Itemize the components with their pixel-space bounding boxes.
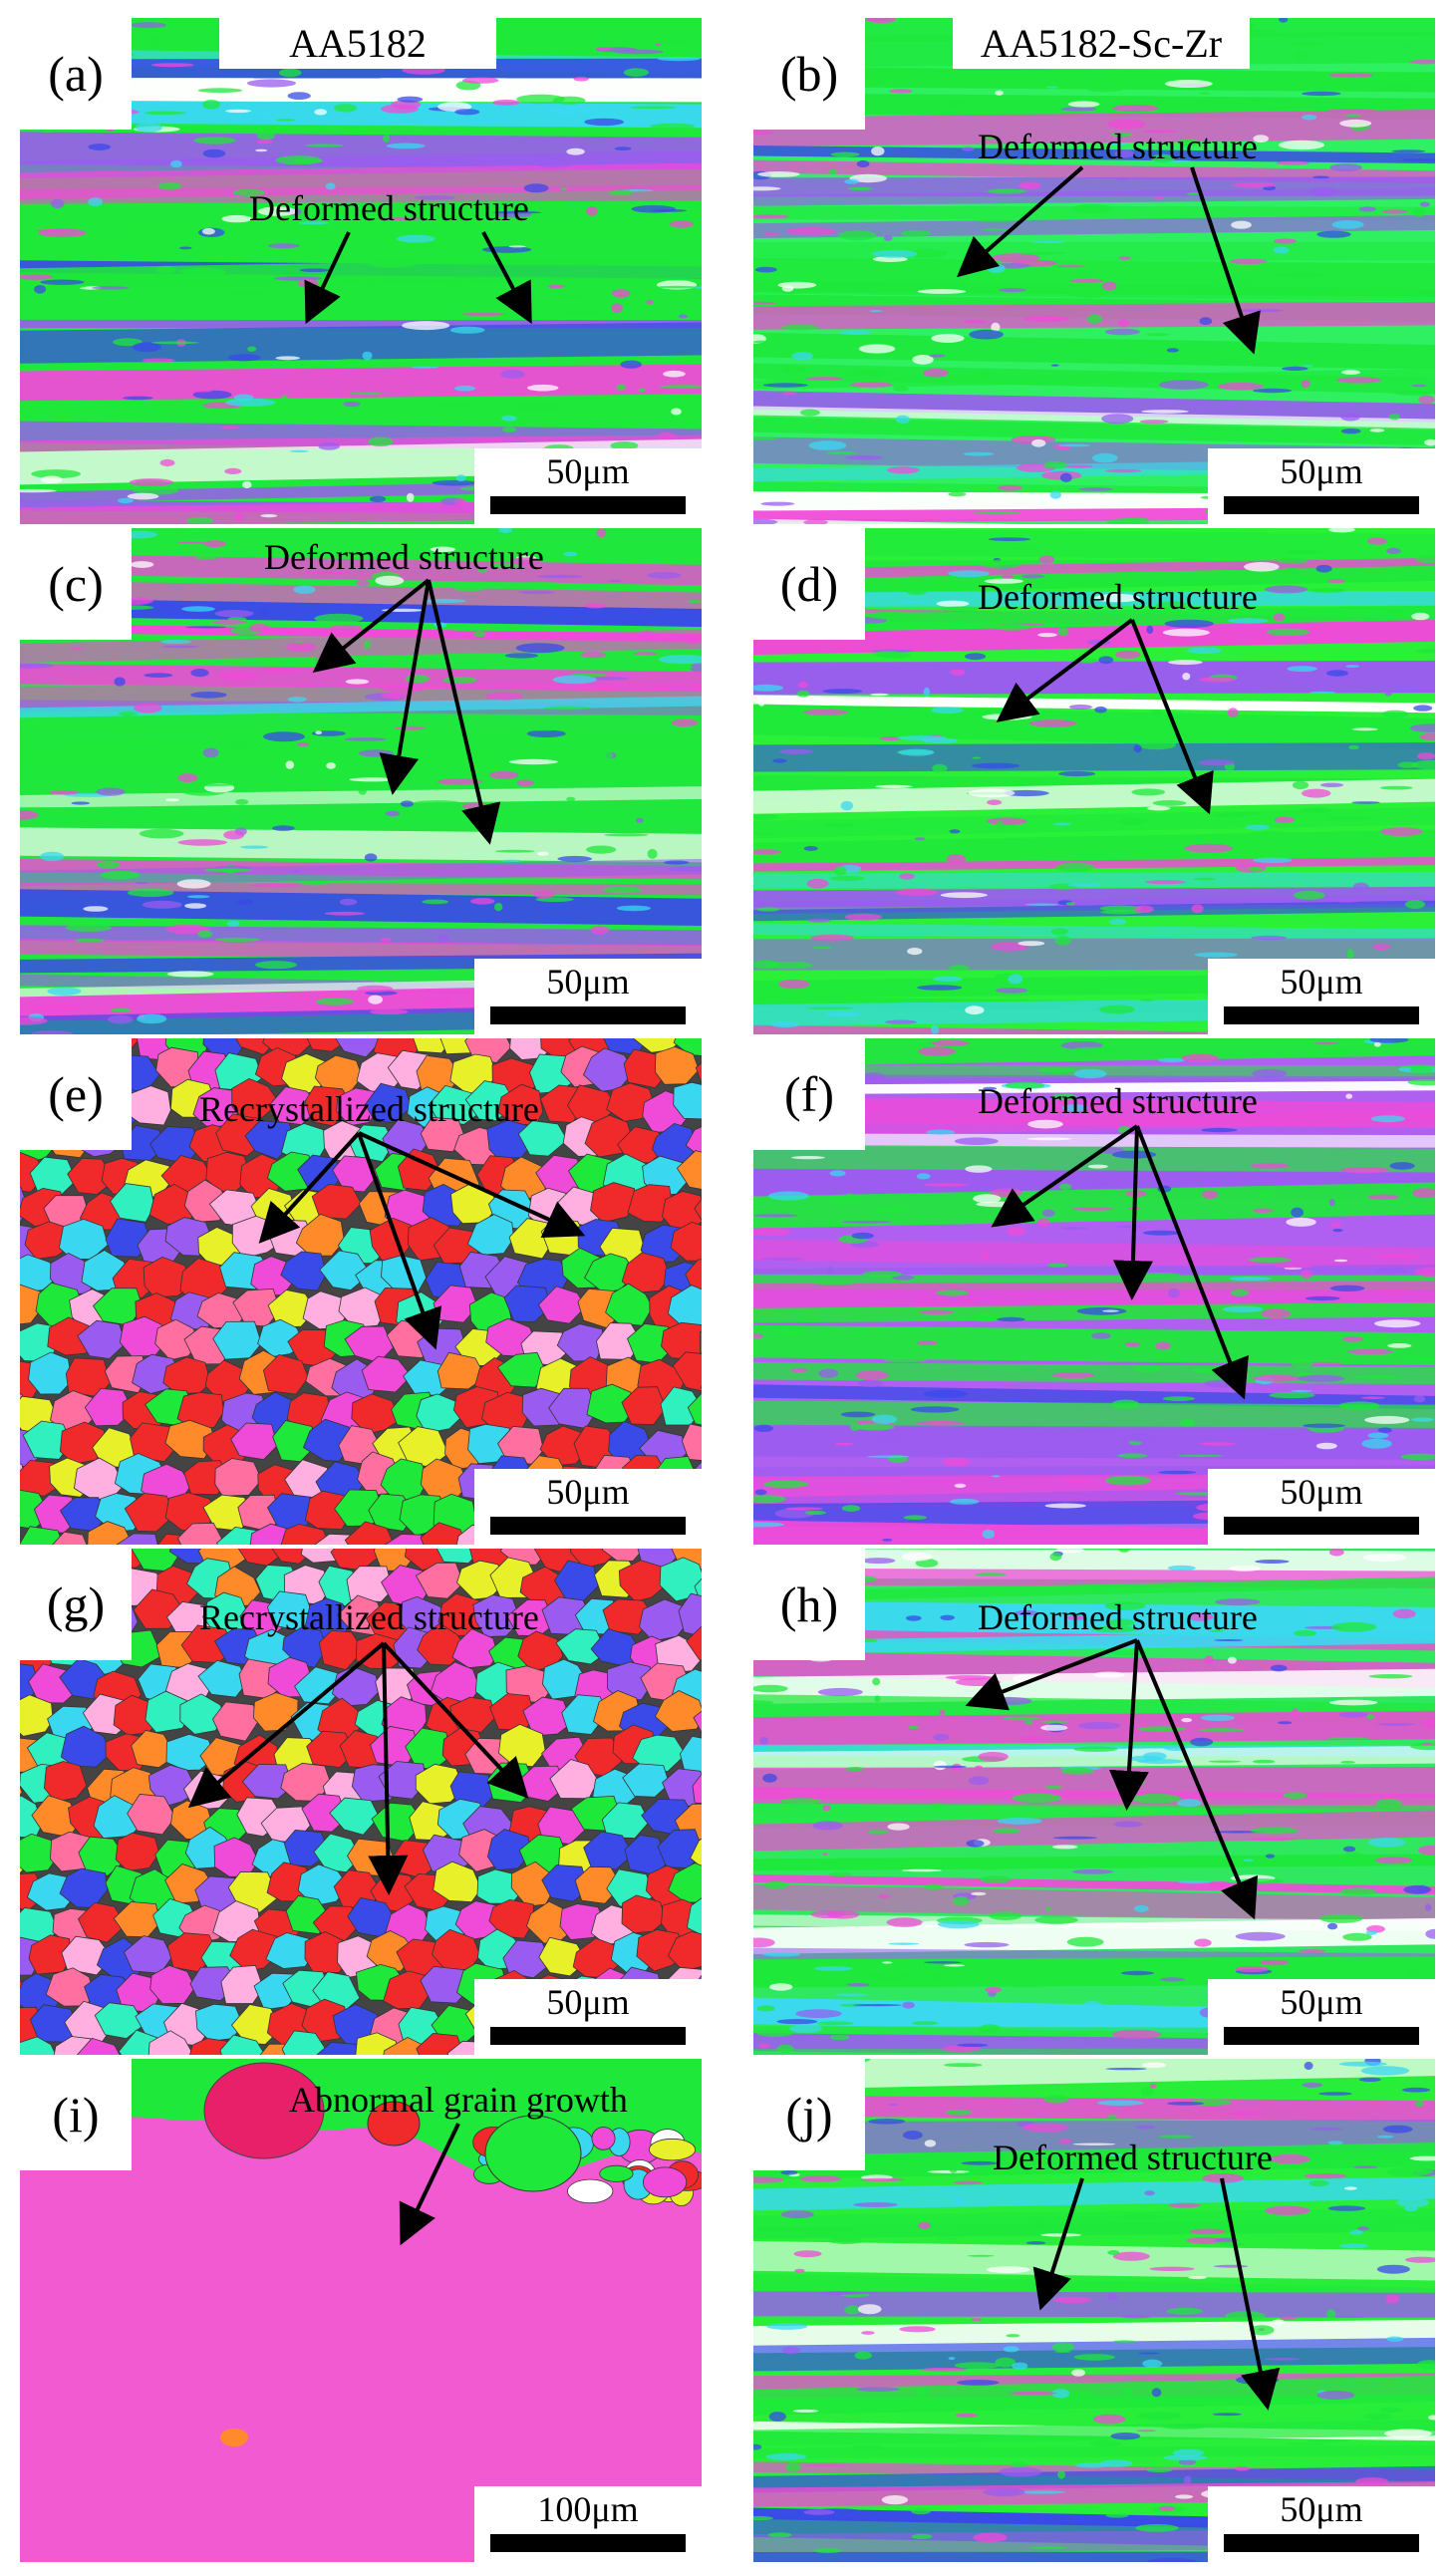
panel-j: (j) Deformed structure 50μm — [753, 2059, 1435, 2562]
panel-label-e: (e) — [20, 1038, 132, 1150]
panel-f: (f) Deformed structure 50μm — [753, 1038, 1435, 1545]
annotation-j: Deformed structure — [993, 2138, 1273, 2177]
panel-label-f: (f) — [753, 1038, 865, 1150]
scale-bar-i: 100μm — [474, 2486, 702, 2562]
scale-bar-j: 50μm — [1208, 2486, 1435, 2562]
column-title-right: AA5182-Sc-Zr — [953, 18, 1250, 69]
annotation-d: Deformed structure — [978, 577, 1258, 617]
micrograph-i — [20, 2059, 702, 2562]
annotation-c: Deformed structure — [264, 537, 544, 577]
scale-bar-c: 50μm — [474, 959, 702, 1034]
panel-label-c: (c) — [20, 528, 132, 640]
panel-label-b: (b) — [753, 18, 865, 130]
micrograph-f — [753, 1038, 1435, 1545]
annotation-h: Deformed structure — [978, 1597, 1258, 1637]
scale-bar-d: 50μm — [1208, 959, 1435, 1034]
scale-bar-b: 50μm — [1208, 448, 1435, 524]
panel-label-h: (h) — [753, 1549, 865, 1660]
panel-i: (i) Abnormal grain growth 100μm — [20, 2059, 702, 2562]
scale-bar-e: 50μm — [474, 1469, 702, 1545]
micrograph-a — [20, 18, 702, 524]
scale-bar-a: 50μm — [474, 448, 702, 524]
panel-label-j: (j) — [753, 2059, 865, 2170]
panel-e: (e) Recrystallized structure 50μm — [20, 1038, 702, 1545]
panel-label-g: (g) — [20, 1549, 132, 1660]
panel-h: (h) Deformed structure 50μm — [753, 1549, 1435, 2055]
panel-b: (b) AA5182-Sc-Zr Deformed structure 50μm — [753, 18, 1435, 524]
panel-d: (d) Deformed structure 50μm — [753, 528, 1435, 1034]
panel-g: (g) Recrystallized structure 50μm — [20, 1549, 702, 2055]
annotation-a: Deformed structure — [249, 188, 529, 228]
scale-bar-f: 50μm — [1208, 1469, 1435, 1545]
annotation-f: Deformed structure — [978, 1081, 1258, 1121]
panel-label-d: (d) — [753, 528, 865, 640]
micrograph-b — [753, 18, 1435, 524]
scale-bar-h: 50μm — [1208, 1979, 1435, 2055]
scale-bar-g: 50μm — [474, 1979, 702, 2055]
annotation-b: Deformed structure — [978, 127, 1258, 166]
annotation-e: Recrystallized structure — [199, 1089, 539, 1129]
panel-label-i: (i) — [20, 2059, 132, 2170]
annotation-g: Recrystallized structure — [199, 1597, 539, 1637]
panel-label-a: (a) — [20, 18, 132, 130]
annotation-i: Abnormal grain growth — [289, 2080, 628, 2120]
column-title-left: AA5182 — [219, 18, 496, 69]
panel-a: (a) AA5182 Deformed structure 50μm — [20, 18, 702, 524]
micrograph-g — [20, 1549, 702, 2055]
panel-c: (c) Deformed structure 50μm — [20, 528, 702, 1034]
